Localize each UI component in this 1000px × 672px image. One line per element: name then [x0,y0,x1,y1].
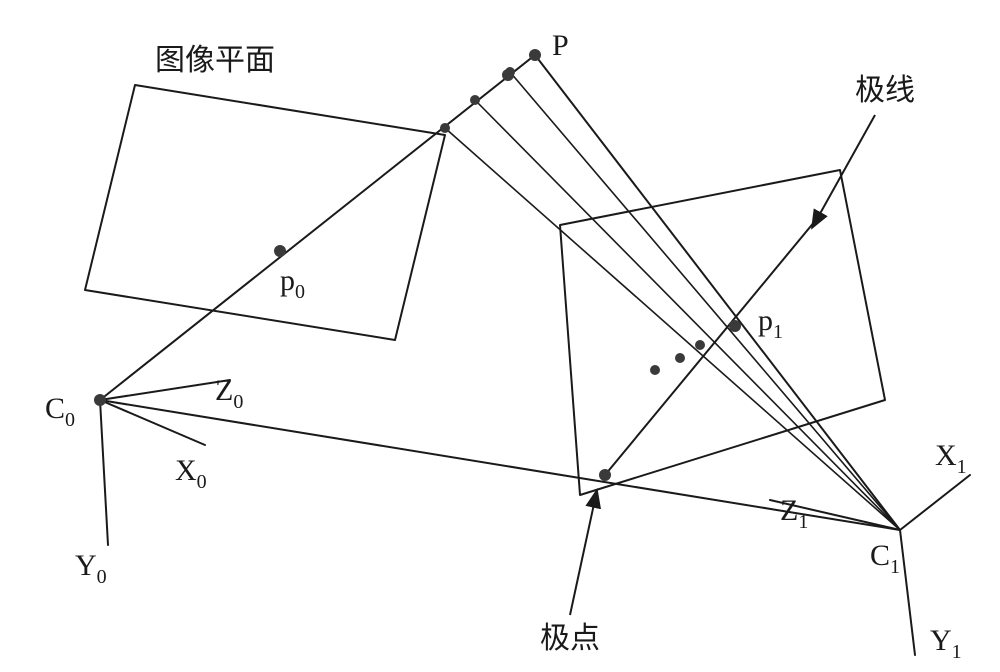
label-Y1: Y1 [930,624,962,663]
dot-raymid-2 [695,340,705,350]
label-p0: p0 [280,264,305,303]
epipolar-geometry-diagram: Pp0 p1 C0 C1 X0 Y0 Z0 X1 Y1 Z1 图像平面极线极点 [0,0,1000,672]
label-Z1: Z1 [780,494,808,533]
ray-C1-2 [510,72,900,530]
label-C0: C0 [45,392,75,431]
label-Y0: Y0 [75,549,107,588]
label-X1: X1 [935,439,967,478]
label-epipole: 极点 [540,622,600,655]
arrow-epiline [812,115,875,228]
label-image_plane: 图像平面 [155,44,275,77]
axis-Y1 [900,530,915,655]
dot-raytop-2 [505,67,515,77]
label-C1: C1 [870,539,900,578]
dot-raytop-1 [470,95,480,105]
ray-C1-0 [445,128,900,530]
dot-p0 [274,245,286,257]
axis-Y0 [100,400,108,545]
label-epiline: 极线 [855,74,915,107]
axis-Z0 [100,380,230,400]
label-p1: p1 [758,304,783,343]
axis-X1 [900,475,970,530]
arrow-epipole [570,490,597,615]
epipolar-line [605,215,820,475]
ray-C1-P [535,55,900,530]
dot-raymid-1 [675,353,685,363]
dot-epipole [599,469,611,481]
ray-C1-1 [475,100,900,530]
dot-raymid-0 [650,365,660,375]
dot-p1 [729,320,741,332]
label-Z0: Z0 [215,374,243,413]
dot-raytop-0 [440,123,450,133]
label-P: P [552,29,569,62]
dot-P [529,49,541,61]
image-plane-left [85,85,445,340]
label-X0: X0 [175,454,207,493]
dot-C0 [94,394,106,406]
ray-C0-P [100,55,535,400]
axis-X0 [100,400,205,445]
